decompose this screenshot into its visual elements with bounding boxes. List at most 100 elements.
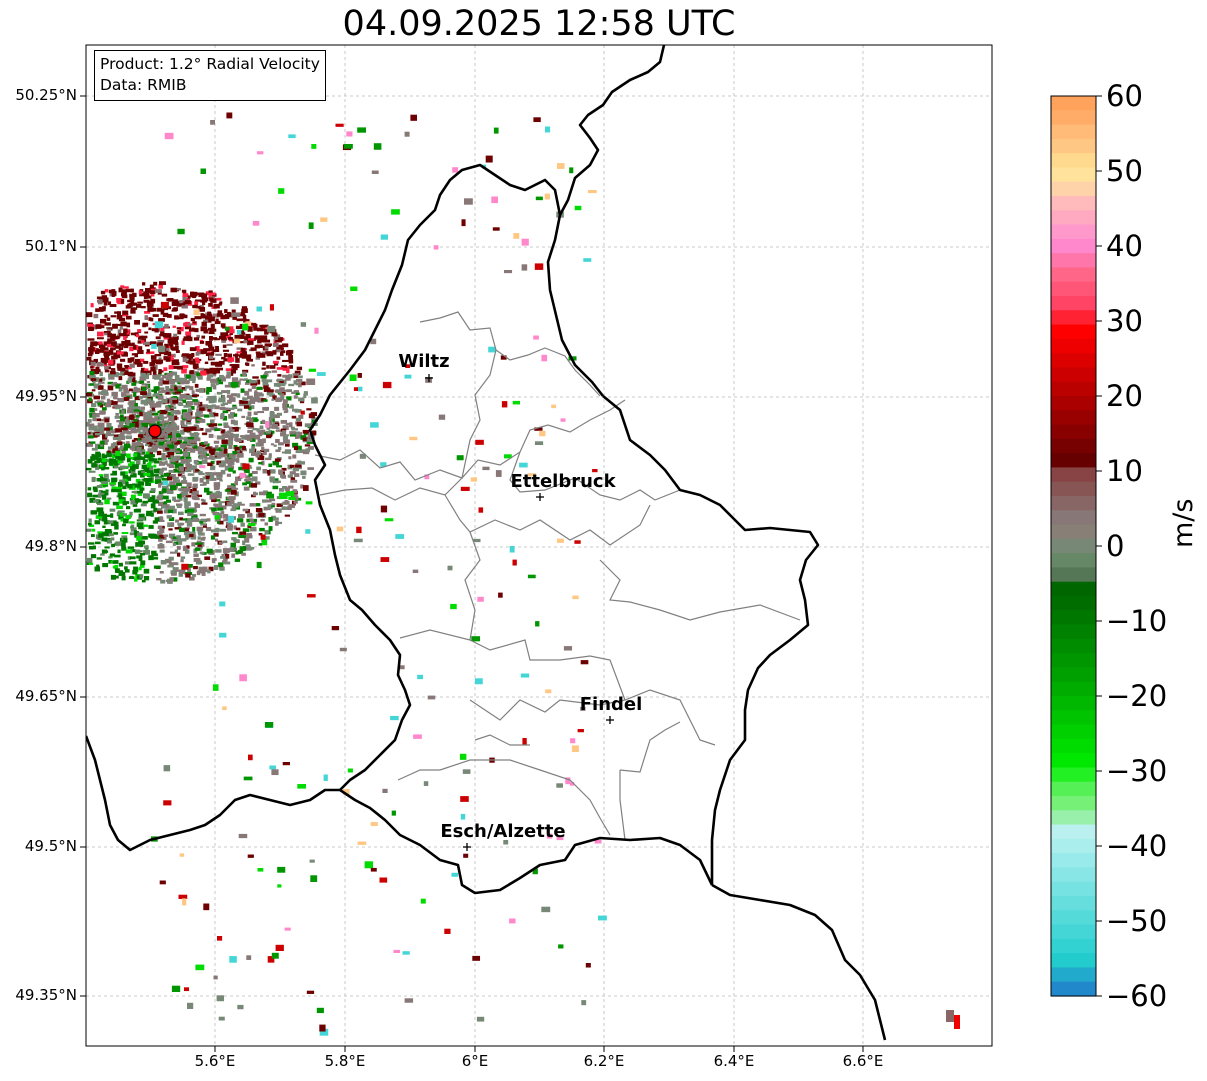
radar-echo-pixel <box>125 418 130 424</box>
radar-echo-pixel <box>150 317 154 322</box>
radar-echo-pixel <box>251 364 255 367</box>
radar-echo-pixel <box>100 478 108 483</box>
colorbar-segment <box>1051 867 1096 883</box>
lon-label: 6.4°E <box>713 1052 755 1070</box>
radar-echo-pixel <box>122 429 127 434</box>
radar-echo-pixel <box>167 298 174 302</box>
radar-echo-pixel <box>118 571 126 576</box>
colorbar-segment <box>1051 338 1096 354</box>
radar-echo-pixel <box>227 491 232 495</box>
radar-echo-pixel <box>196 526 204 532</box>
radar-echo-pixel <box>129 561 137 565</box>
radar-echo-pixel <box>186 443 192 446</box>
radar-echo-pixel <box>239 378 243 381</box>
radar-echo-pixel <box>306 378 316 385</box>
radar-echo-pixel <box>242 508 249 512</box>
lon-label: 6.2°E <box>583 1052 625 1070</box>
radar-echo-pixel <box>110 445 116 449</box>
radar-echo-pixel <box>138 395 143 400</box>
radar-echo-pixel <box>275 439 280 443</box>
radar-echo-pixel <box>461 219 466 227</box>
radar-echo-pixel <box>247 425 255 429</box>
radar-echo-pixel <box>583 258 592 262</box>
radar-echo-pixel <box>196 405 202 409</box>
radar-echo-pixel <box>222 706 227 711</box>
radar-echo-pixel <box>220 429 226 434</box>
radar-echo-pixel <box>349 374 357 382</box>
radar-echo-pixel <box>135 459 141 465</box>
radar-echo-pixel <box>169 485 177 491</box>
radar-echo-pixel <box>231 369 236 374</box>
radar-echo-pixel <box>384 518 394 522</box>
radar-echo-pixel <box>132 464 139 468</box>
radar-echo-pixel <box>207 407 211 412</box>
radar-echo-pixel <box>145 352 151 355</box>
radar-echo-pixel <box>193 553 199 558</box>
radar-echo-pixel <box>271 430 275 434</box>
radar-echo-pixel <box>215 346 219 351</box>
radar-echo-pixel <box>124 340 131 345</box>
radar-echo-pixel <box>250 504 256 507</box>
radar-echo-pixel <box>88 522 92 526</box>
radar-echo-pixel <box>221 395 225 399</box>
radar-echo-pixel <box>222 410 229 414</box>
radar-echo-pixel <box>248 338 254 341</box>
radar-echo-pixel <box>107 450 111 453</box>
radar-echo-pixel <box>170 371 178 376</box>
radar-echo-pixel <box>107 366 111 370</box>
radar-echo-pixel <box>193 558 201 562</box>
radar-echo-pixel <box>256 151 264 155</box>
radar-echo-pixel <box>478 507 484 513</box>
lon-label: 5.6°E <box>194 1052 236 1070</box>
radar-echo-pixel <box>107 432 112 437</box>
radar-echo-pixel <box>152 520 158 524</box>
radar-echo-pixel <box>238 466 244 471</box>
radar-echo-pixel <box>262 438 266 444</box>
radar-echo-pixel <box>243 378 247 381</box>
radar-echo-pixel <box>217 507 224 511</box>
radar-echo-pixel <box>227 337 233 340</box>
radar-echo-pixel <box>226 371 232 374</box>
radar-echo-pixel <box>168 444 175 449</box>
radar-echo-pixel <box>122 513 128 517</box>
radar-echo-pixel <box>213 533 219 537</box>
radar-echo-pixel <box>164 132 174 140</box>
radar-echo-pixel <box>335 123 344 127</box>
radar-echo-pixel <box>186 415 192 421</box>
radar-echo-pixel <box>218 435 226 440</box>
radar-echo-pixel <box>200 168 206 175</box>
radar-echo-pixel <box>153 474 159 477</box>
radar-echo-pixel <box>379 877 388 883</box>
radar-echo-pixel <box>201 321 207 327</box>
radar-echo-pixel <box>265 421 270 428</box>
radar-echo-pixel <box>150 341 157 345</box>
radar-echo-pixel <box>97 536 102 541</box>
radar-echo-pixel <box>213 338 220 341</box>
radar-echo-pixel <box>125 441 130 445</box>
radar-echo-pixel <box>557 538 564 543</box>
radar-echo-pixel <box>108 556 112 559</box>
radar-echo-pixel <box>196 334 200 338</box>
radar-echo-pixel <box>246 535 253 539</box>
radar-echo-pixel <box>121 542 126 548</box>
radar-echo-pixel <box>182 441 187 445</box>
radar-echo-pixel <box>158 318 165 322</box>
radar-echo-pixel <box>114 465 119 469</box>
colorbar-segment <box>1051 581 1096 597</box>
radar-echo-pixel <box>194 299 202 302</box>
radar-echo-pixel <box>148 395 152 399</box>
radar-echo-pixel <box>138 335 144 340</box>
radar-echo-pixel <box>196 461 200 466</box>
radar-echo-pixel <box>220 413 225 418</box>
radar-echo-pixel <box>258 462 263 465</box>
radar-echo-pixel <box>159 528 165 534</box>
radar-echo-pixel <box>183 405 190 408</box>
radar-echo-pixel <box>946 1010 954 1022</box>
radar-echo-pixel <box>207 405 214 410</box>
radar-echo-pixel <box>127 357 132 363</box>
radar-echo-pixel <box>229 364 236 367</box>
radar-echo-pixel <box>158 491 164 495</box>
radar-echo-pixel <box>290 477 296 481</box>
colorbar-segment <box>1051 396 1096 411</box>
radar-echo-pixel <box>301 381 306 386</box>
